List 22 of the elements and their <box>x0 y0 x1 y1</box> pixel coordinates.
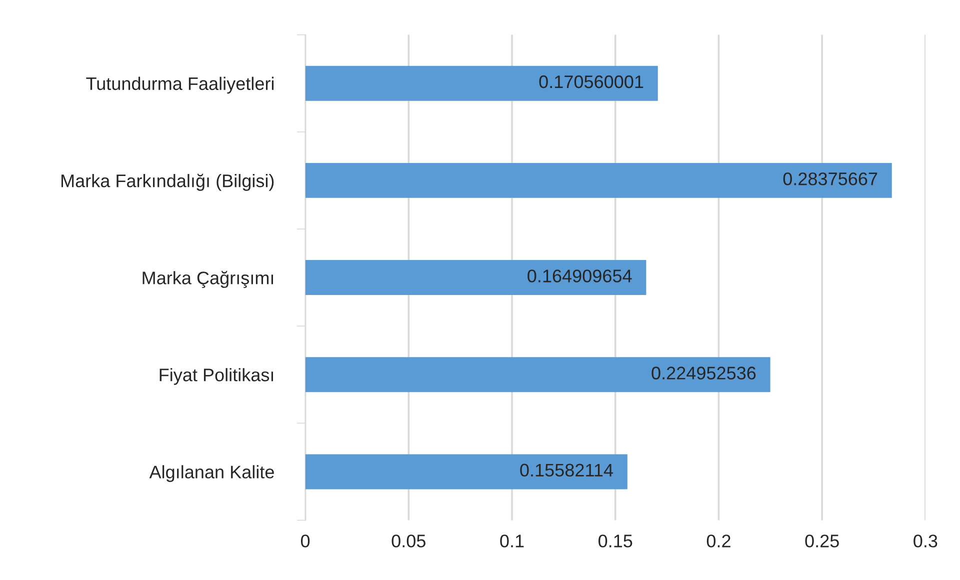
data-label: 0.224952536 <box>652 366 756 380</box>
x-tick-label: 0.25 <box>805 534 839 548</box>
x-tick-label: 0.1 <box>500 534 524 548</box>
y-tick-label: Marka Çağrışımı <box>142 270 274 288</box>
data-label: 0.28375667 <box>783 172 878 186</box>
x-tick-label: 0.05 <box>392 534 426 548</box>
bar <box>305 260 646 296</box>
y-tick-label: Algılanan Kalite <box>149 465 274 482</box>
bar <box>305 357 770 392</box>
bar <box>305 66 658 101</box>
x-tick-label: 0 <box>300 534 310 548</box>
data-label: 0.170560001 <box>539 75 644 88</box>
data-label: 0.164909654 <box>528 270 632 282</box>
y-tick-label: Marka Farkındalığı (Bilgisi) <box>62 174 274 191</box>
bar <box>305 162 892 198</box>
x-tick-label: 0.3 <box>914 534 938 548</box>
x-tick-label: 0.2 <box>706 534 730 548</box>
y-tick-label: Tutundurma Faaliyetleri <box>86 76 274 94</box>
data-label: 0.15582114 <box>520 464 613 477</box>
bar <box>305 454 628 490</box>
x-tick-label: 0.15 <box>598 534 632 548</box>
y-tick-label: Fiyat Politikası <box>160 368 274 385</box>
